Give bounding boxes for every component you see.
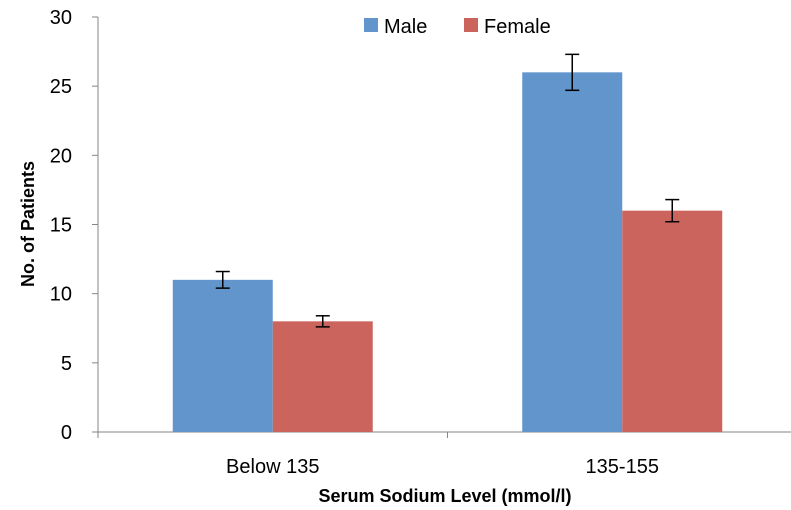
bar-male-0 — [172, 279, 273, 432]
legend: Male Female — [364, 16, 551, 38]
y-tick-label-5: 5 — [61, 353, 72, 375]
y-tick-label-30: 30 — [50, 7, 72, 29]
legend-swatch-male — [364, 18, 378, 32]
legend-swatch-female — [464, 18, 478, 32]
y-tick-label-0: 0 — [61, 422, 72, 444]
legend-label-male: Male — [384, 16, 427, 38]
bar-female-1 — [622, 210, 723, 432]
legend-label-female: Female — [484, 16, 551, 38]
y-axis-title: No. of Patients — [18, 161, 38, 287]
bar-male-1 — [522, 72, 623, 432]
plot-area: 0 5 10 15 20 25 30 Below 135 135-155 — [50, 7, 791, 478]
x-tick-label-0: Below 135 — [226, 456, 319, 478]
y-tick-label-15: 15 — [50, 215, 72, 237]
bar-female-0 — [272, 321, 373, 432]
y-tick-label-10: 10 — [50, 284, 72, 306]
x-tick-label-1: 135-155 — [586, 456, 659, 478]
y-tick-label-25: 25 — [50, 76, 72, 98]
y-tick-label-20: 20 — [50, 145, 72, 167]
x-axis-title: Serum Sodium Level (mmol/l) — [318, 486, 571, 506]
